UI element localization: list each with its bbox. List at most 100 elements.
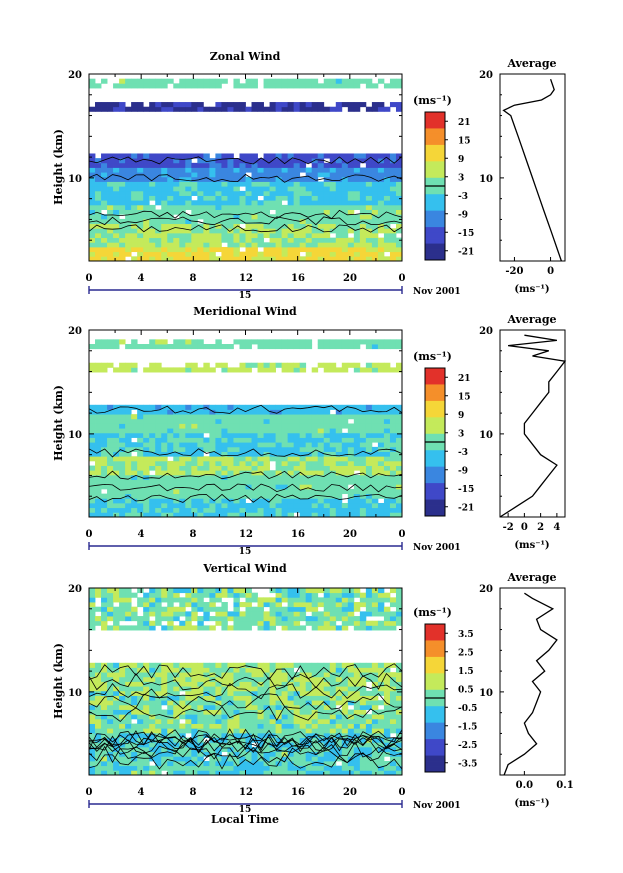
heatmap-cell [227,256,234,262]
heatmap-cell [353,704,361,710]
heatmap-cell [185,176,192,182]
heatmap-cell [203,214,210,220]
heatmap-cell [353,162,361,168]
heatmap-cell [389,470,397,476]
heatmap-cell [395,681,403,687]
heatmap-cell [149,190,156,196]
heatmap-cell [335,223,343,229]
heatmap-cell [305,460,313,466]
heatmap-cell [239,667,246,673]
heatmap-cell [383,625,391,631]
heatmap-cell [365,690,373,696]
heatmap-cell [185,488,192,495]
heatmap-cell [263,714,270,720]
heatmap-cell [203,195,210,201]
heatmap-cell [107,751,114,757]
heatmap-cell [287,78,295,84]
heatmap-cell [131,742,138,748]
heatmap-cell [197,428,204,434]
heatmap-cell [287,700,295,706]
heatmap-cell [347,770,355,776]
heatmap-cell [233,502,240,509]
heatmap-cell [89,456,96,462]
heatmap-cell [233,232,240,239]
heatmap-cell [311,423,319,429]
xtick-label: 16 [291,787,305,798]
heatmap-cell [131,186,138,192]
heatmap-cell [371,770,379,776]
heatmap-cell [245,507,252,513]
heatmap-cell [359,102,367,108]
heatmap-cell [299,423,307,429]
heatmap-cell [389,502,397,509]
heatmap-cell [119,704,126,710]
heatmap-cell [149,367,156,373]
heatmap-cell [167,507,174,513]
heatmap-cell [341,209,349,215]
heatmap-cell [173,765,180,771]
heatmap-cell [251,765,258,771]
heatmap-cell [335,592,343,598]
heatmap-cell [185,751,192,757]
heatmap-cell [161,446,168,452]
heatmap-cell [107,700,114,706]
heatmap-cell [293,493,301,499]
heatmap-cell [233,690,240,696]
heatmap-cell [179,728,186,734]
heatmap-cell [263,620,270,626]
heatmap-cell [305,106,313,112]
heatmap-cell [257,418,264,424]
heatmap-cell [347,597,355,603]
heatmap-cell [125,437,132,443]
heatmap-cell [137,709,144,715]
heatmap-cell [257,423,264,429]
heatmap-cell [227,662,234,668]
heatmap-cell [299,686,307,692]
heatmap-cell [251,488,258,495]
heatmap-cell [395,223,403,229]
heatmap-cell [275,479,283,485]
heatmap-cell [191,256,198,262]
heatmap-cell [209,690,216,696]
heatmap-cell [287,442,295,448]
heatmap-cell [143,409,150,415]
heatmap-cell [227,714,234,720]
contour-line [88,705,403,723]
colorbar-segment [425,733,445,740]
heatmap-cell [221,512,228,518]
heatmap-cell [227,423,234,429]
heatmap-cell [161,737,168,743]
heatmap-cell [389,474,397,481]
heatmap-cell [251,728,258,734]
heatmap-cell [371,190,379,196]
heatmap-cell [335,218,343,225]
heatmap-cell [281,232,289,239]
heatmap-cell [101,186,108,192]
heatmap-cell [95,242,102,248]
heatmap-cell [371,718,379,724]
heatmap-cell [185,339,192,345]
heatmap-cell [395,714,403,720]
heatmap-cell [167,465,174,471]
heatmap-cell [341,723,349,729]
heatmap-cell [119,200,126,206]
heatmap-cell [107,242,114,248]
heatmap-cell [281,714,289,720]
heatmap-cell [359,507,367,513]
heatmap-cell [131,83,138,89]
heatmap-cell [143,195,150,201]
heatmap-cell [215,756,222,762]
heatmap-cell [287,602,295,608]
heatmap-cell [389,339,397,345]
heatmap-cell [185,465,192,471]
heatmap-cell [221,756,228,762]
heatmap-cell [113,498,120,504]
heatmap-cell [395,423,403,429]
heatmap-cell [341,214,349,220]
heatmap-cell [191,484,198,490]
heatmap-cell [89,190,96,196]
heatmap-cell [323,700,331,706]
heatmap-cell [185,507,192,513]
xtick-label: 12 [239,529,253,540]
heatmap-cell [347,498,355,504]
